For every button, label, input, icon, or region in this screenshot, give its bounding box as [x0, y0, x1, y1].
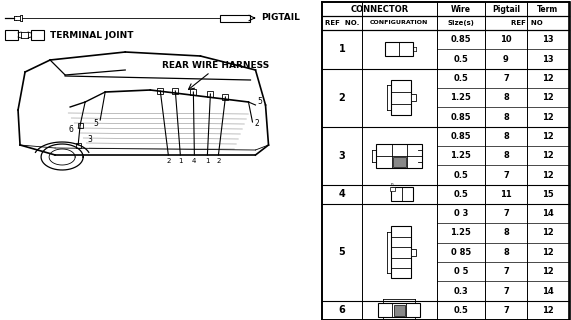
Bar	[376, 144, 423, 168]
Text: 12: 12	[542, 248, 554, 257]
Bar	[78, 123, 83, 127]
Text: 8: 8	[503, 132, 509, 141]
Text: n: n	[391, 182, 394, 186]
Bar	[391, 187, 396, 191]
Text: 0.85: 0.85	[451, 132, 471, 141]
Bar	[394, 305, 405, 316]
Text: 8: 8	[503, 93, 509, 102]
Text: 0.85: 0.85	[451, 35, 471, 44]
Text: REF  NO.: REF NO.	[325, 20, 359, 26]
Bar	[385, 42, 413, 56]
Text: 12: 12	[542, 151, 554, 160]
Bar	[31, 30, 44, 40]
Text: 5: 5	[94, 119, 99, 129]
Text: 12: 12	[542, 113, 554, 122]
Text: 8: 8	[503, 151, 509, 160]
Text: 13: 13	[542, 54, 554, 63]
Text: 12: 12	[542, 74, 554, 83]
Text: 12: 12	[542, 171, 554, 180]
Text: 11: 11	[500, 190, 512, 199]
Bar	[190, 89, 196, 95]
Bar	[392, 80, 412, 115]
Bar	[412, 249, 416, 256]
Bar	[392, 226, 412, 278]
Text: 0.3: 0.3	[453, 286, 468, 295]
Text: PIGTAIL: PIGTAIL	[262, 13, 300, 22]
Text: 7: 7	[503, 209, 509, 218]
Text: 8: 8	[503, 228, 509, 237]
Text: 2: 2	[339, 93, 345, 103]
Text: 13: 13	[542, 35, 554, 44]
Text: 9: 9	[503, 54, 509, 63]
Text: 8: 8	[503, 113, 509, 122]
Bar	[393, 157, 406, 167]
Text: Pigtail: Pigtail	[492, 4, 520, 13]
Text: 12: 12	[542, 228, 554, 237]
Bar	[412, 94, 416, 101]
Text: 7: 7	[503, 267, 509, 276]
Text: REF  NO: REF NO	[511, 20, 543, 26]
Text: 1.25: 1.25	[451, 93, 472, 102]
Text: CONNECTOR: CONNECTOR	[350, 4, 408, 13]
Text: REAR WIRE HARNESS: REAR WIRE HARNESS	[162, 61, 269, 70]
Text: 6: 6	[69, 125, 74, 134]
Bar	[207, 91, 214, 97]
Text: Size(s): Size(s)	[448, 20, 475, 26]
Text: 12: 12	[542, 132, 554, 141]
Text: 0 3: 0 3	[454, 209, 468, 218]
Text: 2: 2	[166, 158, 171, 164]
Text: 7: 7	[503, 171, 509, 180]
Text: TERMINAL JOINT: TERMINAL JOINT	[50, 30, 134, 39]
Text: 12: 12	[542, 306, 554, 315]
Text: CONFIGURATION: CONFIGURATION	[370, 20, 429, 26]
Text: 7: 7	[503, 306, 509, 315]
Bar	[223, 94, 228, 100]
Text: 0.5: 0.5	[453, 171, 468, 180]
Text: 4: 4	[339, 189, 345, 199]
Bar	[75, 142, 81, 148]
Text: 5: 5	[339, 247, 345, 257]
Text: 7: 7	[503, 74, 509, 83]
Text: 3: 3	[339, 151, 345, 161]
Bar	[5, 30, 18, 40]
Text: 1: 1	[178, 158, 183, 164]
Text: Term: Term	[537, 4, 558, 13]
Text: Wire: Wire	[451, 4, 471, 13]
Text: 10: 10	[500, 35, 512, 44]
Bar	[172, 88, 178, 94]
Text: 15: 15	[542, 190, 554, 199]
Text: 12: 12	[542, 267, 554, 276]
Text: 1: 1	[205, 158, 210, 164]
Text: 1: 1	[339, 44, 345, 54]
Text: 7: 7	[503, 286, 509, 295]
Text: 0.5: 0.5	[453, 54, 468, 63]
Text: 1.25: 1.25	[451, 228, 472, 237]
Text: 6: 6	[339, 305, 345, 315]
Text: 0.5: 0.5	[453, 306, 468, 315]
Bar	[379, 303, 420, 317]
Text: 4: 4	[192, 158, 196, 164]
Text: 12: 12	[542, 93, 554, 102]
Text: 3: 3	[88, 135, 93, 145]
Text: 14: 14	[542, 209, 554, 218]
Bar	[220, 14, 251, 21]
Text: 1.25: 1.25	[451, 151, 472, 160]
Text: 0 85: 0 85	[451, 248, 471, 257]
Text: 2: 2	[255, 118, 259, 127]
Text: 2: 2	[216, 158, 220, 164]
Bar	[157, 88, 163, 94]
Text: 0.5: 0.5	[453, 74, 468, 83]
Text: 5: 5	[258, 97, 262, 106]
Text: 0.5: 0.5	[453, 190, 468, 199]
Text: 8: 8	[503, 248, 509, 257]
Bar	[392, 187, 413, 201]
Text: 0 5: 0 5	[454, 267, 468, 276]
Text: 14: 14	[542, 286, 554, 295]
Text: 0.85: 0.85	[451, 113, 471, 122]
